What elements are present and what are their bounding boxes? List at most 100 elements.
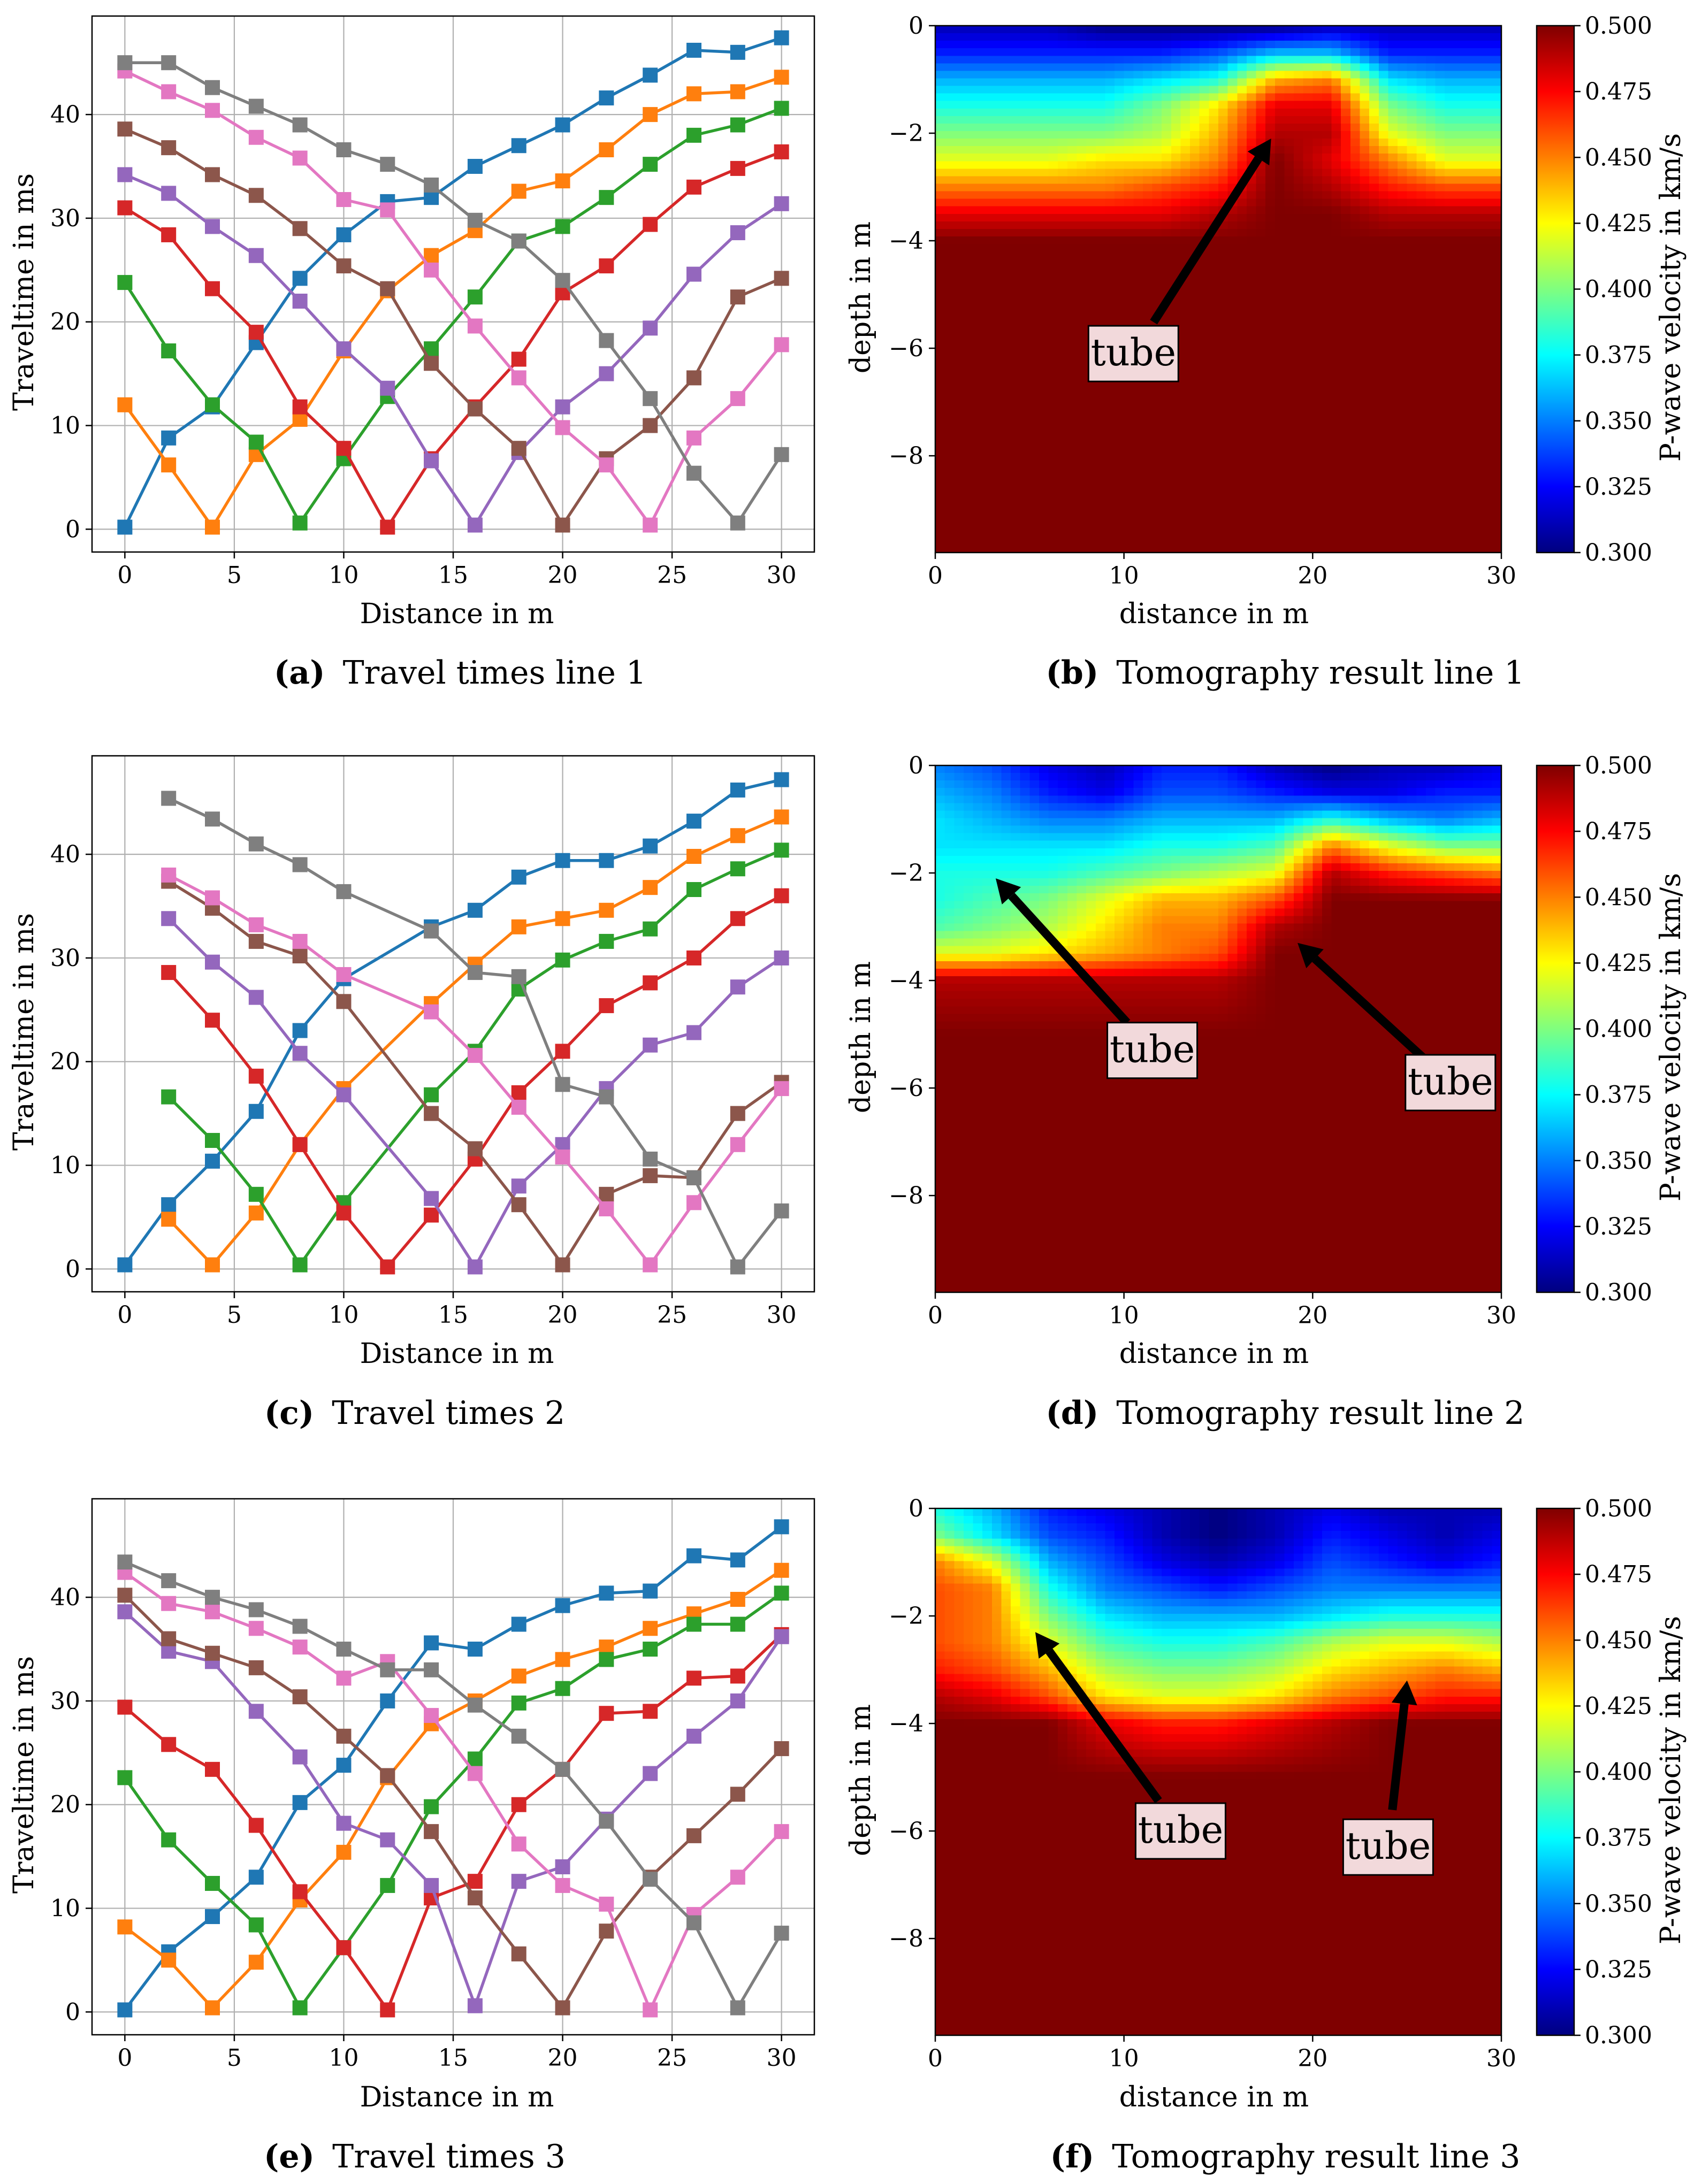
heatmap-cell xyxy=(1077,319,1087,327)
heatmap-cell xyxy=(1218,326,1228,335)
heatmap-cell xyxy=(1199,485,1210,493)
heatmap-cell xyxy=(1341,357,1351,365)
heatmap-cell xyxy=(1378,357,1389,365)
heatmap-cell xyxy=(1473,462,1483,471)
heatmap-cell xyxy=(1048,123,1059,132)
heatmap-cell xyxy=(1303,146,1314,155)
heatmap-cell xyxy=(1435,228,1445,237)
panel-b-ylabel: depth in m xyxy=(845,221,877,373)
heatmap-cell xyxy=(1435,206,1445,214)
heatmap-cell xyxy=(1369,161,1379,170)
heatmap-cell xyxy=(1425,326,1436,335)
heatmap-cell xyxy=(1124,244,1134,252)
heatmap-cell xyxy=(1001,139,1011,147)
heatmap-cell xyxy=(1067,402,1078,410)
heatmap-cell xyxy=(1322,161,1332,170)
heatmap-cell xyxy=(1199,788,1210,796)
heatmap-cell xyxy=(1067,803,1078,811)
heatmap-cell xyxy=(1039,349,1049,357)
heatmap-cell xyxy=(982,788,993,796)
heatmap-cell xyxy=(1473,26,1483,34)
heatmap-cell xyxy=(1218,116,1228,124)
heatmap-cell xyxy=(1425,530,1436,538)
heatmap-cell xyxy=(1388,259,1398,267)
heatmap-cell xyxy=(1463,101,1474,109)
heatmap-cell xyxy=(1190,154,1200,162)
heatmap-cell xyxy=(935,168,945,177)
heatmap-cell xyxy=(1058,86,1068,94)
heatmap-cell xyxy=(1011,788,1021,796)
heatmap-cell xyxy=(1256,56,1266,64)
heatmap-cell xyxy=(1190,803,1200,811)
data-point-marker xyxy=(380,1259,395,1275)
heatmap-cell xyxy=(1454,500,1464,508)
heatmap-cell xyxy=(973,500,983,508)
heatmap-cell xyxy=(1171,537,1181,546)
data-point-marker xyxy=(161,457,177,473)
heatmap-cell xyxy=(1115,311,1125,320)
heatmap-cell xyxy=(1218,176,1228,185)
heatmap-cell xyxy=(1463,537,1474,546)
heatmap-cell xyxy=(1303,108,1314,117)
heatmap-cell xyxy=(1445,462,1455,471)
heatmap-cell xyxy=(1237,326,1247,335)
heatmap-cell xyxy=(1350,259,1361,267)
heatmap-cell xyxy=(1341,349,1351,357)
heatmap-cell xyxy=(1303,500,1314,508)
heatmap-cell xyxy=(1473,191,1483,200)
heatmap-cell xyxy=(1011,63,1021,72)
heatmap-cell xyxy=(1067,349,1078,357)
heatmap-cell xyxy=(1454,244,1464,252)
heatmap-cell xyxy=(1407,228,1417,237)
heatmap-cell xyxy=(1322,289,1332,297)
heatmap-cell xyxy=(1162,424,1172,433)
heatmap-cell xyxy=(1077,402,1087,410)
heatmap-cell xyxy=(1435,364,1445,373)
heatmap-cell xyxy=(1133,26,1143,34)
y-tick-label: −8 xyxy=(889,442,923,470)
heatmap-cell xyxy=(1180,108,1190,117)
heatmap-cell xyxy=(1369,545,1379,553)
heatmap-cell xyxy=(1190,515,1200,523)
heatmap-cell xyxy=(1265,357,1276,365)
heatmap-cell xyxy=(1445,221,1455,229)
data-point-marker xyxy=(774,337,789,352)
series-line-2 xyxy=(124,75,782,529)
data-point-marker xyxy=(686,848,701,864)
heatmap-cell xyxy=(1284,439,1294,448)
heatmap-cell xyxy=(1294,78,1304,87)
heatmap-cell xyxy=(973,485,983,493)
heatmap-cell xyxy=(1133,537,1143,546)
heatmap-cell xyxy=(1398,477,1408,486)
heatmap-cell xyxy=(1322,773,1332,781)
heatmap-cell xyxy=(1237,86,1247,94)
heatmap-cell xyxy=(1067,507,1078,516)
heatmap-cell xyxy=(1303,161,1314,170)
heatmap-cell xyxy=(963,304,974,312)
heatmap-cell xyxy=(1360,492,1370,501)
heatmap-cell xyxy=(1294,387,1304,395)
heatmap-cell xyxy=(1067,387,1078,395)
heatmap-cell xyxy=(1115,522,1125,531)
heatmap-cell xyxy=(1463,773,1474,781)
heatmap-cell xyxy=(1086,462,1096,471)
y-tick-label: 0 xyxy=(909,12,923,40)
heatmap-cell xyxy=(1105,228,1115,237)
heatmap-cell xyxy=(1398,274,1408,282)
heatmap-cell xyxy=(1388,191,1398,200)
heatmap-cell xyxy=(1331,48,1342,57)
heatmap-cell xyxy=(1029,48,1040,57)
heatmap-cell xyxy=(935,447,945,455)
heatmap-cell xyxy=(1350,236,1361,244)
heatmap-cell xyxy=(1199,492,1210,501)
heatmap-cell xyxy=(1001,319,1011,327)
heatmap-cell xyxy=(1274,795,1285,804)
heatmap-cell xyxy=(1133,417,1143,425)
data-point-marker xyxy=(248,434,264,450)
heatmap-cell xyxy=(1067,183,1078,192)
heatmap-cell xyxy=(1284,304,1294,312)
heatmap-cell xyxy=(1294,161,1304,170)
heatmap-cell xyxy=(944,394,955,403)
heatmap-cell xyxy=(1294,266,1304,275)
heatmap-cell xyxy=(1124,191,1134,200)
